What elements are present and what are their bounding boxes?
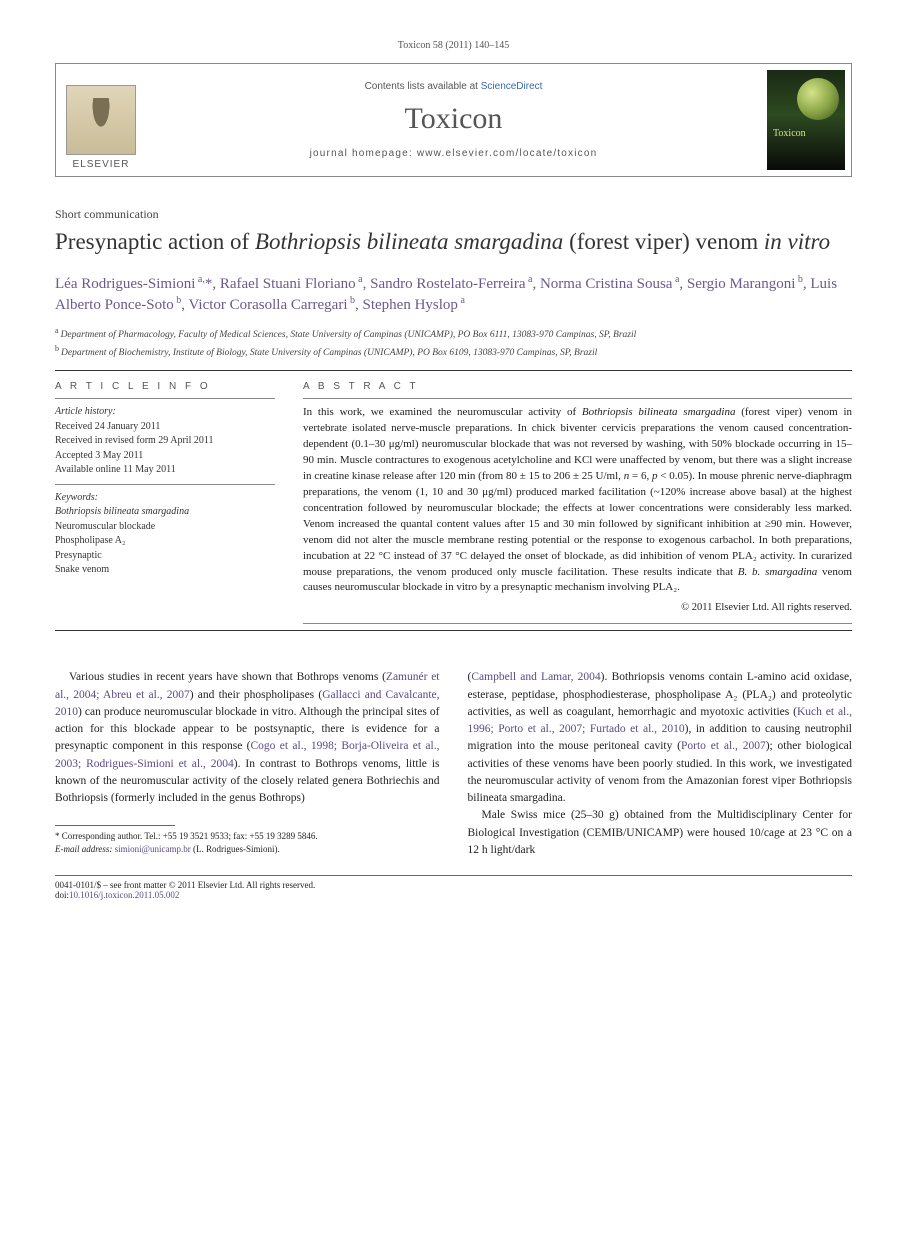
citation-line: Toxicon 58 (2011) 140–145 — [55, 40, 852, 51]
title-species: Bothriopsis bilineata smargadina — [255, 229, 563, 254]
abstract-text: In this work, we examined the neuromuscu… — [303, 405, 852, 596]
footnote-separator — [55, 825, 175, 826]
issn-copyright: 0041-0101/$ – see front matter © 2011 El… — [55, 880, 315, 890]
front-matter-left: 0041-0101/$ – see front matter © 2011 El… — [55, 880, 315, 900]
homepage-line: journal homepage: www.elsevier.com/locat… — [310, 148, 598, 159]
abstract-heading: A B S T R A C T — [303, 381, 852, 392]
keyword: Presynaptic — [55, 549, 275, 564]
cover-cell: Toxicon — [761, 64, 851, 176]
elsevier-tree-icon — [66, 85, 136, 155]
abstract-column: A B S T R A C T In this work, we examine… — [303, 381, 852, 630]
publisher-logo-cell: ELSEVIER — [56, 64, 146, 176]
corresponding-author-footnote: * Corresponding author. Tel.: +55 19 352… — [55, 830, 440, 854]
keyword: Snake venom — [55, 563, 275, 578]
copyright-line: © 2011 Elsevier Ltd. All rights reserved… — [303, 602, 852, 613]
body-paragraph: Male Swiss mice (25–30 g) obtained from … — [468, 807, 853, 859]
history-label: Article history: — [55, 405, 275, 420]
thin-divider — [55, 484, 275, 485]
section-divider — [55, 370, 852, 371]
homepage-url[interactable]: www.elsevier.com/locate/toxicon — [417, 148, 598, 159]
header-center: Contents lists available at ScienceDirec… — [146, 64, 761, 176]
section-divider — [55, 630, 852, 631]
corr-author-line: * Corresponding author. Tel.: +55 19 352… — [55, 830, 440, 842]
history-online: Available online 11 May 2011 — [55, 463, 275, 478]
bottom-matter: 0041-0101/$ – see front matter © 2011 El… — [55, 880, 852, 900]
keyword: Phospholipase A₂ — [55, 534, 275, 549]
title-post1: (forest viper) venom — [563, 229, 764, 254]
keywords-block: Keywords: Bothriopsis bilineata smargadi… — [55, 491, 275, 578]
body-left-column: Various studies in recent years have sho… — [55, 669, 440, 859]
contents-available-line: Contents lists available at ScienceDirec… — [365, 81, 543, 92]
keywords-label: Keywords: — [55, 491, 275, 506]
homepage-prefix: journal homepage: — [310, 148, 417, 159]
sciencedirect-link[interactable]: ScienceDirect — [481, 81, 543, 92]
history-revised: Received in revised form 29 April 2011 — [55, 434, 275, 449]
article-info-heading: A R T I C L E I N F O — [55, 381, 275, 392]
corr-email-link[interactable]: simioni@unicamp.br — [115, 844, 191, 854]
keyword: Bothriopsis bilineata smargadina — [55, 505, 275, 520]
article-type: Short communication — [55, 207, 852, 222]
article-history: Article history: Received 24 January 201… — [55, 405, 275, 478]
publisher-label: ELSEVIER — [73, 159, 130, 170]
history-accepted: Accepted 3 May 2011 — [55, 449, 275, 464]
body-paragraph: Various studies in recent years have sho… — [55, 669, 440, 807]
email-who: (L. Rodrigues-Simioni). — [191, 844, 280, 854]
contents-prefix: Contents lists available at — [365, 81, 481, 92]
doi-prefix: doi: — [55, 890, 69, 900]
thin-divider — [303, 398, 852, 399]
affiliations: aDepartment of Pharmacology, Faculty of … — [55, 325, 852, 360]
article-info-column: A R T I C L E I N F O Article history: R… — [55, 381, 275, 630]
body-paragraph: (Campbell and Lamar, 2004). Bothriopsis … — [468, 669, 853, 807]
thin-divider — [55, 398, 275, 399]
history-received: Received 24 January 2011 — [55, 420, 275, 435]
cover-title: Toxicon — [773, 128, 806, 139]
article-title: Presynaptic action of Bothriopsis biline… — [55, 228, 852, 257]
doi-link[interactable]: 10.1016/j.toxicon.2011.05.002 — [69, 890, 179, 900]
journal-name: Toxicon — [405, 102, 503, 136]
title-pre: Presynaptic action of — [55, 229, 255, 254]
title-invitro: in vitro — [764, 229, 830, 254]
thin-divider — [303, 623, 852, 624]
authors-list: Léa Rodrigues-Simioni a,*, Rafael Stuani… — [55, 273, 852, 316]
keyword: Neuromuscular blockade — [55, 520, 275, 535]
info-abstract-row: A R T I C L E I N F O Article history: R… — [55, 381, 852, 630]
journal-cover-thumbnail: Toxicon — [767, 70, 845, 170]
bottom-separator — [55, 875, 852, 876]
body-right-column: (Campbell and Lamar, 2004). Bothriopsis … — [468, 669, 853, 859]
body-columns: Various studies in recent years have sho… — [55, 669, 852, 859]
email-label: E-mail address: — [55, 844, 112, 854]
journal-header: ELSEVIER Contents lists available at Sci… — [55, 63, 852, 177]
